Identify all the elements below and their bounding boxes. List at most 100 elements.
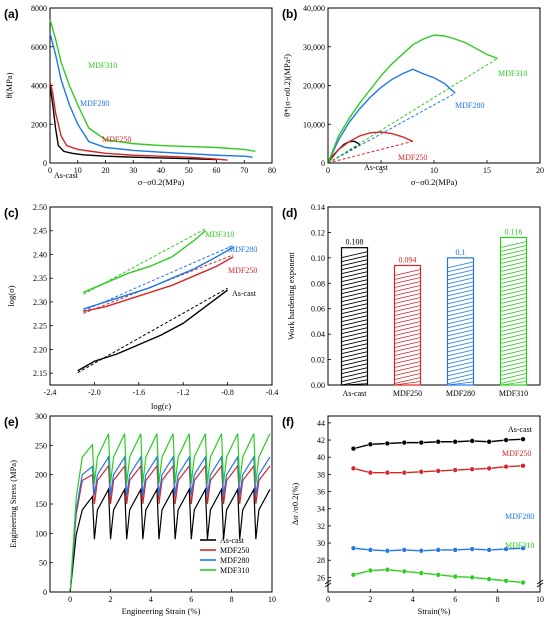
series-line-MDF280	[49, 33, 253, 158]
y-tick-label: 200	[35, 471, 47, 480]
bar-hatch	[394, 293, 421, 300]
x-tick-label: 8	[230, 595, 234, 604]
series-annotation-MDF250: MDF250	[502, 449, 531, 458]
series-annotation-As-cast: As-cast	[232, 289, 257, 298]
bar-hatch	[394, 285, 421, 292]
bar-hatch	[447, 289, 474, 297]
panel-label: (e)	[4, 415, 19, 429]
plot-frame	[327, 206, 541, 386]
y-tick-label: 40	[317, 453, 325, 462]
bar-hatch	[500, 285, 527, 292]
bar-hatch	[447, 365, 474, 373]
bar-hatch	[500, 277, 527, 284]
fit-line-MDF310	[327, 57, 498, 164]
series-line-MDF280	[69, 455, 271, 593]
data-point-MDF250	[486, 465, 492, 472]
bar-hatch	[500, 301, 527, 308]
bar-hatch	[500, 293, 527, 300]
x-tick-label: 2	[368, 595, 372, 604]
bar-hatch	[447, 317, 474, 325]
bar-value-label: 0.094	[399, 255, 417, 264]
x-tick-label: -1.2	[177, 388, 190, 397]
bar-hatch	[394, 281, 421, 288]
bar-hatch	[341, 331, 368, 339]
bar-hatch	[500, 273, 527, 280]
series-line-MDF310	[49, 19, 256, 153]
bar-hatch	[500, 337, 527, 344]
fit-line-MDF250	[327, 140, 413, 164]
bar-hatch	[500, 381, 527, 386]
axis-break	[536, 579, 544, 585]
data-point-MDF250	[435, 468, 441, 474]
bar-hatch	[341, 283, 368, 291]
data-point-MDF280	[452, 547, 458, 553]
bar-hatch	[341, 355, 368, 363]
bar-hatch	[500, 373, 527, 380]
bar-hatch	[447, 361, 474, 369]
bar-hatch	[500, 333, 527, 340]
bar-hatch	[500, 261, 527, 268]
data-point-MDF310	[520, 579, 526, 586]
data-point-MDF280	[469, 546, 475, 552]
bar-hatch	[394, 329, 421, 336]
panel-label: (f)	[282, 415, 294, 429]
bar-hatch	[500, 289, 527, 296]
bar-hatch	[394, 305, 421, 312]
series-annotation-MDF280: MDF280	[80, 99, 109, 108]
series-annotation-MDF310: MDF310	[88, 61, 117, 70]
bar-hatch	[341, 375, 368, 383]
bar-hatch	[500, 317, 527, 324]
y-tick-label: 38	[317, 470, 325, 479]
x-tick-label: 5	[379, 166, 383, 175]
fit-line-As-cast	[77, 287, 228, 374]
y-tick-label: 32	[317, 522, 325, 531]
fit-line-MDF310	[83, 228, 206, 295]
bar-MDF250	[393, 264, 422, 386]
y-tick-label: 150	[35, 500, 47, 509]
panel-4: (e)0 2 4 6 8 10050100150200250300Engineering …	[4, 412, 276, 616]
x-tick-label: 6	[453, 595, 457, 604]
bar-hatch	[500, 253, 527, 260]
bar-hatch	[447, 293, 474, 301]
x-tick-label: 0	[326, 595, 330, 604]
y-axis-label: Δσ /σ0.2(%)	[290, 483, 300, 526]
y-tick-label: 30	[317, 539, 325, 548]
bar-hatch	[447, 341, 474, 349]
bar-hatch	[394, 341, 421, 348]
bar-hatch	[341, 279, 368, 287]
data-point-As-cast	[384, 440, 391, 447]
x-axis-label: σ−σ0.2(MPa)	[138, 177, 184, 187]
bar-hatch	[394, 289, 421, 296]
x-axis-label: Engineering Strain (%)	[122, 606, 201, 616]
series-line-As-cast	[49, 85, 217, 161]
bar-hatch	[500, 353, 527, 360]
series-line-MDF250	[327, 131, 414, 164]
series-line-MDF250	[49, 81, 228, 161]
bar-hatch	[447, 373, 474, 381]
x-tick-label: 0	[326, 166, 330, 175]
series-line-As-cast	[69, 487, 271, 593]
y-axis-label: θ*(σ−σ0.2)(MPa²)	[282, 54, 292, 117]
data-point-MDF280	[486, 547, 492, 553]
y-tick-label: 4000	[31, 82, 47, 91]
data-point-MDF250	[469, 466, 475, 472]
bar-hatch	[447, 273, 474, 281]
bar-hatch	[447, 353, 474, 361]
y-tick-label: 2.45	[33, 227, 47, 236]
bar-hatch	[447, 349, 474, 357]
bar-hatch	[394, 325, 421, 332]
x-tick-label: 2	[109, 595, 113, 604]
bar-hatch	[500, 345, 527, 352]
bar-hatch	[500, 309, 527, 316]
data-point-As-cast	[367, 441, 374, 447]
bar-hatch	[394, 277, 421, 284]
bar-hatch	[447, 313, 474, 321]
series-annotation-As-cast: As-cast	[54, 171, 79, 180]
bar-hatch	[447, 325, 474, 333]
data-point-MDF250	[418, 469, 424, 475]
x-axis-label: Strain(%)	[417, 606, 450, 616]
bar-hatch	[341, 343, 368, 351]
bar-hatch	[394, 313, 421, 320]
x-tick-label: -0.4	[266, 388, 279, 397]
bar-hatch	[341, 291, 368, 299]
